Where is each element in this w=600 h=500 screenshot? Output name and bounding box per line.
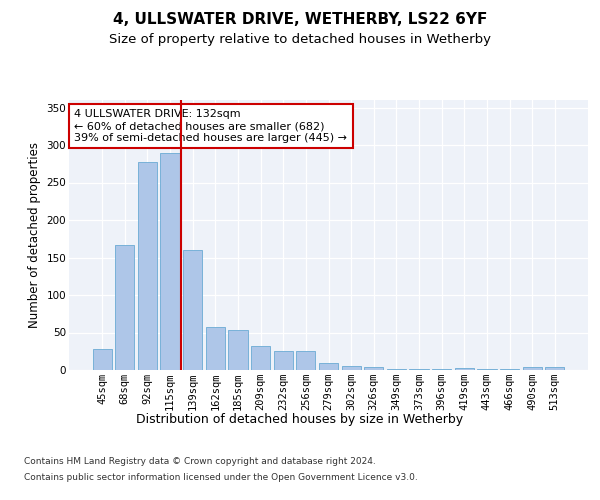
Bar [409,369,428,370]
Bar [364,367,383,370]
Bar [455,368,474,370]
Bar [500,369,519,370]
Bar [432,369,451,370]
Bar [341,366,361,370]
Bar [296,351,316,370]
Bar [92,349,112,370]
Bar [319,362,338,370]
Bar [523,367,542,370]
Bar [160,152,180,370]
Text: Contains public sector information licensed under the Open Government Licence v3: Contains public sector information licen… [24,472,418,482]
Bar [206,326,225,370]
Text: Size of property relative to detached houses in Wetherby: Size of property relative to detached ho… [109,32,491,46]
Bar [229,330,248,370]
Bar [251,346,270,370]
Text: Contains HM Land Registry data © Crown copyright and database right 2024.: Contains HM Land Registry data © Crown c… [24,458,376,466]
Bar [545,367,565,370]
Bar [387,369,406,370]
Bar [183,250,202,370]
Bar [115,244,134,370]
Text: 4 ULLSWATER DRIVE: 132sqm
← 60% of detached houses are smaller (682)
39% of semi: 4 ULLSWATER DRIVE: 132sqm ← 60% of detac… [74,110,347,142]
Bar [138,162,157,370]
Bar [477,369,497,370]
Text: Distribution of detached houses by size in Wetherby: Distribution of detached houses by size … [136,412,464,426]
Y-axis label: Number of detached properties: Number of detached properties [28,142,41,328]
Text: 4, ULLSWATER DRIVE, WETHERBY, LS22 6YF: 4, ULLSWATER DRIVE, WETHERBY, LS22 6YF [113,12,487,28]
Bar [274,351,293,370]
